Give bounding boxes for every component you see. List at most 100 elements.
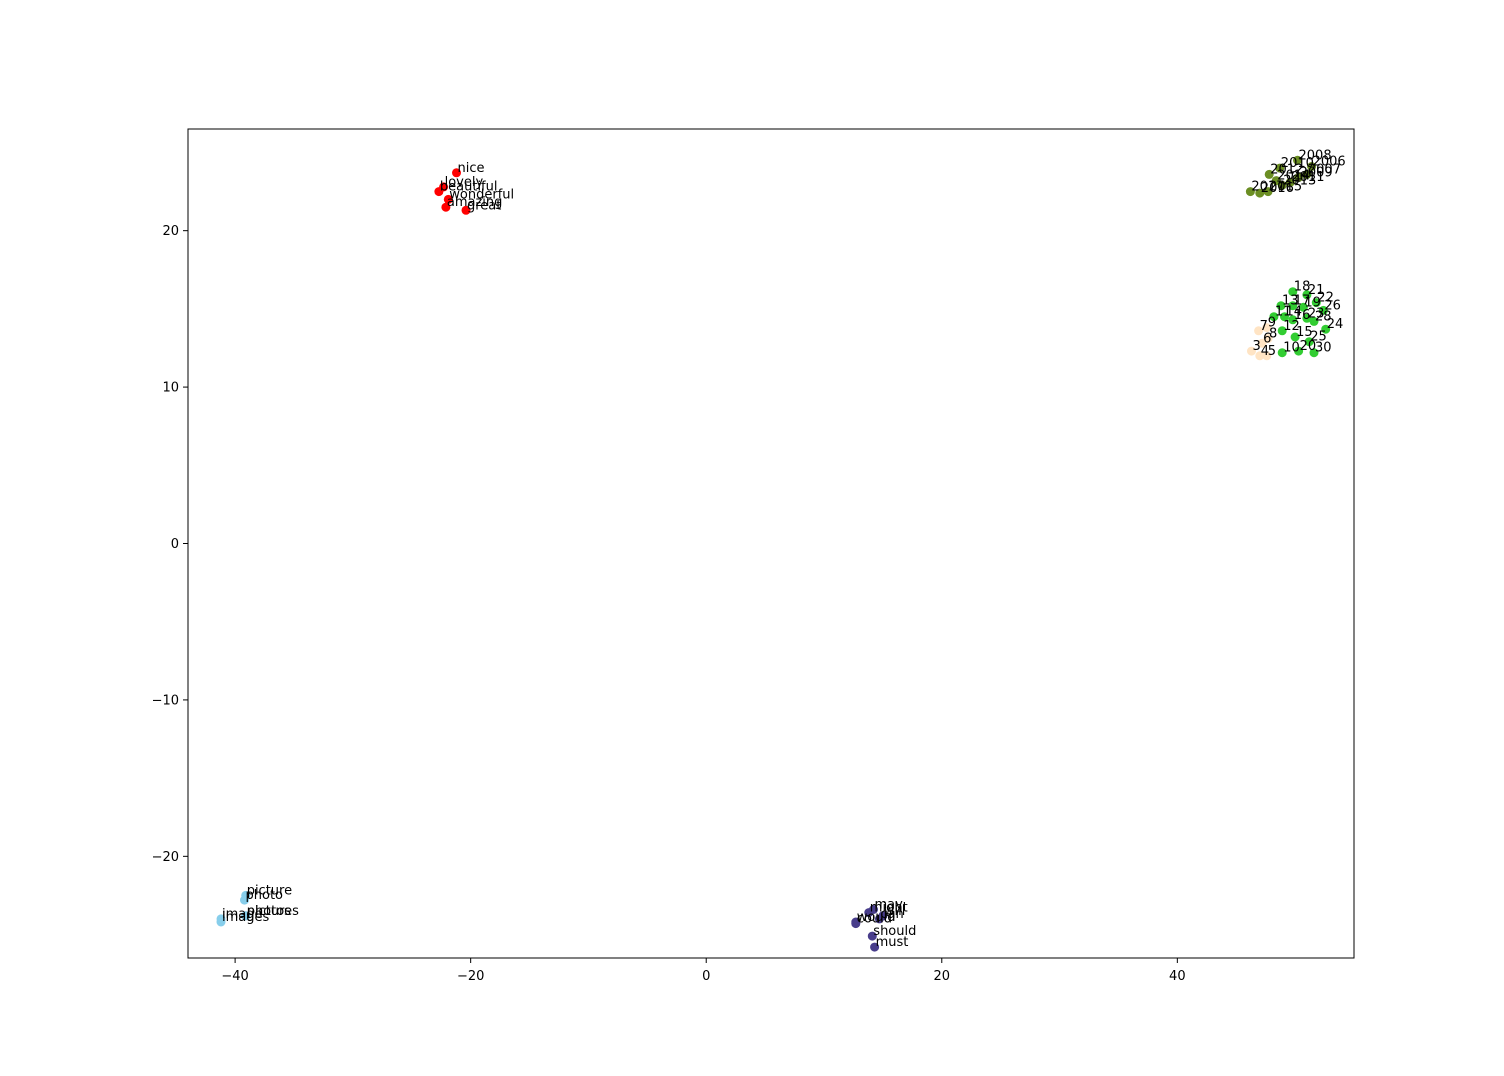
x-tick-label: 0: [702, 969, 710, 984]
scatter-point: [1318, 305, 1328, 315]
point-label: must: [876, 935, 909, 950]
point-label: 23: [1308, 306, 1325, 321]
scatter-point: [1245, 187, 1255, 197]
scatter-point: [1269, 312, 1279, 322]
point-label: 3: [1253, 339, 1261, 354]
scatter-point: [1304, 337, 1314, 347]
labels-layer: nicelovelybeautifulwonderfulamazinggreat…: [222, 148, 1346, 950]
point-label: 2012: [1270, 162, 1303, 177]
point-label: 12: [1283, 319, 1300, 334]
point-label: 2006: [1313, 155, 1346, 170]
point-label: nice: [458, 161, 485, 176]
point-label: 2015: [1269, 180, 1302, 195]
point-label: 19: [1304, 295, 1321, 310]
x-tick-label: 20: [934, 969, 951, 984]
point-label: 2016: [1261, 181, 1294, 196]
scatter-point: [443, 194, 453, 204]
point-label: great: [467, 198, 501, 213]
point-label: 20: [1300, 339, 1317, 354]
point-label: beautiful: [440, 180, 498, 195]
y-tick-label: 20: [162, 224, 179, 239]
point-label: can: [880, 907, 903, 922]
scatter-point: [1290, 332, 1300, 342]
scatter-point: [1255, 351, 1265, 361]
scatter-point: [1307, 162, 1317, 171]
point-label: 2011: [1291, 170, 1324, 185]
scatter-point: [452, 168, 461, 178]
point-label: 2013: [1283, 173, 1316, 188]
scatter-point: [1254, 326, 1264, 336]
point-label: lovely: [445, 175, 484, 190]
scatter-point: [1275, 163, 1285, 173]
x-axis: −40 −20 0 20 40: [221, 958, 1186, 984]
point-label: might: [870, 901, 908, 916]
scatter-point: [870, 942, 880, 952]
point-label: should: [873, 924, 916, 939]
y-tick-label: 10: [162, 381, 179, 396]
scatter-point: [867, 931, 877, 941]
point-label: 2017: [1251, 180, 1284, 195]
scatter-point: [1262, 351, 1272, 361]
point-label: 5: [1268, 344, 1276, 359]
point-label: image: [222, 907, 263, 922]
point-label: 22: [1317, 291, 1334, 306]
point-label: 13: [1282, 294, 1299, 309]
point-label: would: [857, 910, 896, 925]
scatter-point: [461, 205, 471, 215]
point-label: will: [884, 904, 905, 919]
scatter-point: [1309, 348, 1319, 358]
point-label: 11: [1275, 305, 1292, 320]
x-tick-label: −20: [457, 969, 484, 984]
point-label: 8: [1269, 327, 1277, 342]
scatter-point: [1277, 180, 1287, 190]
scatter-point: [1255, 188, 1265, 198]
point-label: 9: [1268, 316, 1276, 331]
scatter-point: [1288, 287, 1298, 297]
point-label: 26: [1324, 298, 1341, 313]
scatter-point: [1302, 290, 1312, 300]
point-label: 4: [1261, 344, 1269, 359]
y-tick-label: −10: [152, 693, 179, 708]
point-label: 21: [1308, 283, 1325, 298]
point-label: may: [875, 898, 904, 913]
point-label: 2008: [1299, 148, 1332, 163]
scatter-point: [1263, 187, 1273, 197]
y-axis: −20 −10 0 10 20: [152, 224, 188, 865]
point-label: 25: [1310, 330, 1327, 345]
point-label: 7: [1260, 319, 1268, 334]
point-label: 17: [1294, 294, 1311, 309]
y-tick-label: −20: [152, 850, 179, 865]
scatter-point: [878, 911, 888, 921]
scatter-point: [1302, 169, 1312, 179]
point-label: 16: [1294, 308, 1311, 323]
scatter-point: [240, 895, 249, 905]
point-label: 10: [1283, 341, 1300, 356]
scatter-point: [1294, 173, 1304, 182]
point-label: pictures: [247, 904, 299, 919]
scatter-point: [1247, 346, 1256, 356]
scatter-point: [1309, 316, 1319, 326]
point-label: 15: [1296, 325, 1313, 340]
scatter-point: [1293, 155, 1302, 165]
scatter-point: [1298, 302, 1308, 312]
point-label: photos: [247, 904, 291, 919]
scatter-point: [851, 919, 861, 929]
scatter-point: [1302, 313, 1312, 323]
scatter-point: [1277, 348, 1287, 358]
scatter-point: [441, 202, 451, 212]
point-label: could: [857, 912, 892, 927]
point-label: 2010: [1281, 156, 1314, 171]
scatter-point: [1311, 298, 1321, 308]
point-label: 30: [1315, 341, 1332, 356]
point-label: photo: [246, 888, 284, 903]
x-tick-label: −40: [221, 969, 248, 984]
point-label: images: [222, 910, 269, 925]
scatter-point: [434, 187, 444, 197]
scatter-point: [1277, 326, 1287, 336]
point-label: 24: [1327, 317, 1344, 332]
x-tick-label: 40: [1169, 969, 1186, 984]
point-label: 14: [1286, 305, 1303, 320]
point-label: 2009: [1300, 166, 1333, 181]
